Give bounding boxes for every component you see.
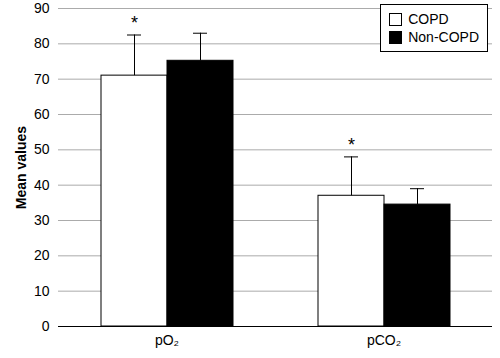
svg-text:*: * <box>348 135 355 155</box>
svg-text:*: * <box>131 13 138 33</box>
html-text:COPD: COPD <box>408 11 449 27</box>
svg-text:Mean values: Mean values <box>13 126 29 209</box>
svg-text:pO₂: pO₂ <box>155 332 179 348</box>
svg-text:60: 60 <box>34 106 50 122</box>
svg-text:30: 30 <box>34 212 50 228</box>
html-text:Non-COPD: Non-COPD <box>408 29 479 45</box>
svg-text:0: 0 <box>42 318 50 334</box>
svg-text:40: 40 <box>34 177 50 193</box>
svg-text:90: 90 <box>34 0 50 16</box>
svg-text:70: 70 <box>34 71 50 87</box>
svg-text:80: 80 <box>34 35 50 51</box>
svg-text:pCO₂: pCO₂ <box>367 332 401 348</box>
svg-text:20: 20 <box>34 247 50 263</box>
svg-text:10: 10 <box>34 283 50 299</box>
svg-text:50: 50 <box>34 141 50 157</box>
